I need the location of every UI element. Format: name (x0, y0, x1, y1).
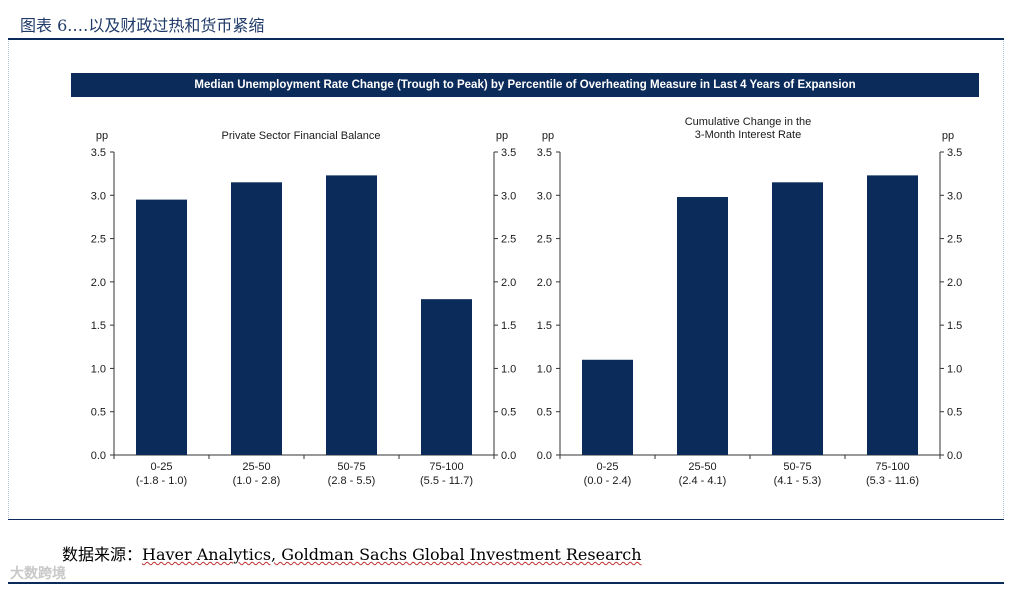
y-tick-label-right: 0.0 (501, 450, 516, 462)
bar-75-100 (421, 299, 472, 455)
right-border (1003, 41, 1005, 518)
y-tick-label-left: 2.0 (91, 277, 106, 289)
category-label: 25-50 (242, 461, 270, 473)
source-text: Haver Analytics, Goldman Sachs Global In… (142, 545, 642, 564)
bar-75-100 (867, 175, 918, 456)
y-tick-label-right: 3.0 (947, 190, 962, 202)
source-label: 数据来源： (62, 545, 143, 564)
y-tick-label-left: 1.0 (537, 363, 552, 375)
y-unit-right: pp (496, 130, 508, 142)
y-tick-label-left: 3.0 (91, 190, 106, 202)
y-tick-label-left: 1.5 (91, 320, 106, 332)
category-range-label: (5.5 - 11.7) (420, 475, 473, 487)
chart-title: Private Sector Financial Balance (222, 130, 381, 142)
chart-title: Cumulative Change in the (685, 116, 812, 128)
y-tick-label-right: 2.0 (501, 277, 516, 289)
bottom-rule (8, 582, 1004, 584)
category-label: 0-25 (150, 461, 172, 473)
y-tick-label-left: 1.0 (91, 363, 106, 375)
chart-title: 3-Month Interest Rate (695, 129, 801, 141)
y-tick-label-right: 1.5 (947, 320, 962, 332)
y-tick-label-left: 0.0 (537, 450, 552, 462)
y-tick-label-left: 0.5 (91, 407, 106, 419)
y-tick-label-right: 2.5 (501, 234, 516, 246)
category-label: 75-100 (429, 461, 463, 473)
y-tick-label-right: 2.5 (947, 234, 962, 246)
y-tick-label-left: 3.0 (537, 190, 552, 202)
bar-50-75 (772, 182, 823, 456)
figure-title: 图表 6.…以及财政过热和货币紧缩 (20, 16, 265, 35)
category-range-label: (0.0 - 2.4) (584, 475, 632, 487)
category-label: 0-25 (596, 461, 618, 473)
y-unit-right: pp (942, 130, 954, 142)
y-tick-label-right: 3.5 (501, 147, 516, 159)
bar-25-50 (231, 182, 282, 456)
category-range-label: (2.4 - 4.1) (679, 475, 727, 487)
y-tick-label-left: 3.5 (91, 147, 106, 159)
left-border (8, 41, 10, 518)
bar-0-25 (136, 199, 187, 455)
bar-50-75 (326, 175, 377, 456)
y-tick-label-left: 3.5 (537, 147, 552, 159)
y-tick-label-right: 1.0 (501, 363, 516, 375)
category-range-label: (5.3 - 11.6) (866, 475, 919, 487)
category-label: 75-100 (875, 461, 909, 473)
category-label: 25-50 (688, 461, 716, 473)
y-tick-label-left: 1.5 (537, 320, 552, 332)
category-range-label: (2.8 - 5.5) (328, 475, 376, 487)
category-range-label: (4.1 - 5.3) (774, 475, 822, 487)
y-unit-left: pp (542, 130, 554, 142)
y-tick-label-right: 1.5 (501, 320, 516, 332)
category-range-label: (-1.8 - 1.0) (136, 475, 187, 487)
chart-banner: Median Unemployment Rate Change (Trough … (71, 73, 979, 97)
y-unit-left: pp (96, 130, 108, 142)
y-tick-label-left: 2.5 (91, 234, 106, 246)
y-tick-label-right: 0.5 (947, 407, 962, 419)
category-label: 50-75 (783, 461, 811, 473)
watermark-logo: 大数跨境 (10, 565, 66, 581)
y-tick-label-right: 3.5 (947, 147, 962, 159)
top-rule (8, 38, 1004, 40)
bar-25-50 (677, 197, 728, 455)
y-tick-label-left: 0.5 (537, 407, 552, 419)
y-tick-label-right: 1.0 (947, 363, 962, 375)
y-tick-label-left: 0.0 (91, 450, 106, 462)
category-label: 50-75 (337, 461, 365, 473)
y-tick-label-right: 2.0 (947, 277, 962, 289)
y-tick-label-left: 2.5 (537, 234, 552, 246)
source-rule (8, 519, 1004, 520)
y-tick-label-right: 0.0 (947, 450, 962, 462)
y-tick-label-right: 0.5 (501, 407, 516, 419)
bar-0-25 (582, 359, 633, 455)
y-tick-label-right: 3.0 (501, 190, 516, 202)
category-range-label: (1.0 - 2.8) (233, 475, 281, 487)
source-line: 数据来源：Haver Analytics, Goldman Sachs Glob… (62, 541, 642, 565)
y-tick-label-left: 2.0 (537, 277, 552, 289)
